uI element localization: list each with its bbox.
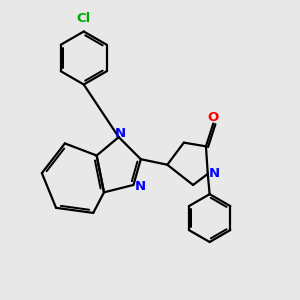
Text: N: N (115, 127, 126, 140)
Text: N: N (209, 167, 220, 180)
Text: N: N (134, 180, 146, 193)
Text: O: O (208, 111, 219, 124)
Text: Cl: Cl (76, 12, 91, 25)
